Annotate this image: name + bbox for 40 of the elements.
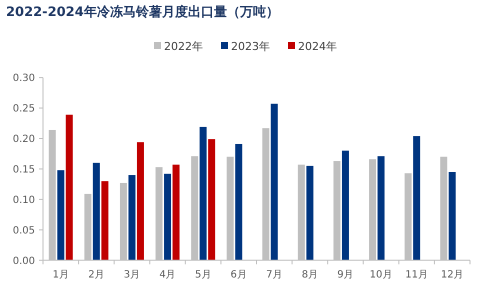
bar — [235, 144, 242, 260]
y-tick-label: 0.00 — [12, 256, 35, 267]
bar — [448, 172, 456, 260]
y-tick-label: 0.25 — [12, 104, 35, 115]
x-tick-label: 10月 — [370, 269, 392, 280]
bar — [208, 139, 216, 260]
x-tick-label: 9月 — [337, 269, 354, 280]
bar — [342, 150, 349, 260]
x-tick-label: 4月 — [159, 269, 176, 280]
x-tick-label: 6月 — [230, 269, 247, 280]
legend-label: 2024年 — [298, 40, 337, 53]
x-tick-label: 5月 — [194, 269, 212, 280]
bar — [378, 156, 385, 260]
bar — [136, 142, 144, 260]
x-tick-label: 2月 — [88, 269, 105, 280]
bar — [306, 166, 314, 260]
bar — [164, 174, 172, 260]
x-tick-label: 1月 — [52, 269, 69, 280]
y-tick-label: 0.20 — [12, 134, 35, 145]
x-tick-label: 3月 — [124, 269, 140, 280]
y-tick-label: 0.30 — [12, 73, 35, 84]
bar — [200, 126, 207, 260]
x-tick-label: 7月 — [266, 269, 282, 280]
bar — [270, 104, 278, 260]
y-tick-label: 0.05 — [12, 225, 35, 236]
y-tick-label: 0.10 — [12, 194, 35, 206]
bar — [172, 164, 180, 260]
legend-label: 2023年 — [231, 40, 270, 53]
chart-title: 2022-2024年冷冻马铃薯月度出口量（万吨） — [6, 4, 279, 20]
legend-label: 2022年 — [164, 40, 203, 53]
bar — [128, 175, 136, 260]
y-tick-label: 0.15 — [12, 164, 35, 176]
bar — [57, 170, 64, 260]
x-tick-label: 12月 — [440, 269, 464, 280]
bar — [101, 181, 108, 260]
bar — [66, 114, 73, 260]
x-tick-label: 8月 — [302, 269, 318, 280]
x-tick-label: 11月 — [405, 269, 428, 280]
bar — [92, 162, 100, 260]
bar — [413, 136, 420, 260]
